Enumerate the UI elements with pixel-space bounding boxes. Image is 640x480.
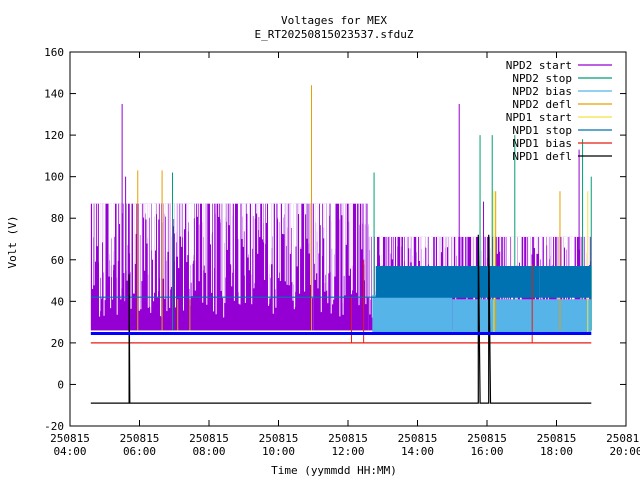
y-tick-label: 140 <box>44 88 64 101</box>
x-tick-label-date: 250815 <box>189 432 229 445</box>
series-line <box>90 234 592 404</box>
y-tick-label: 40 <box>51 295 64 308</box>
plot-area <box>90 85 592 404</box>
y-tick-label: 20 <box>51 337 64 350</box>
series-band <box>313 203 369 331</box>
x-tick-label-time: 10:00 <box>262 445 295 458</box>
x-tick-label-date: 250815 <box>328 432 368 445</box>
chart-title: Voltages for MEX <box>281 14 387 27</box>
x-tick-label-date: 250815 <box>467 432 507 445</box>
legend-label: NPD1 defl <box>512 150 572 163</box>
x-tick-label-time: 08:00 <box>192 445 225 458</box>
x-tick-label-time: 04:00 <box>53 445 86 458</box>
x-tick-label-date: 250815 <box>50 432 90 445</box>
y-tick-label: 80 <box>51 212 64 225</box>
x-tick-label-time: 20:00 <box>609 445 640 458</box>
series-npd2-stop <box>172 135 592 331</box>
x-tick-label-date: 250815 <box>398 432 438 445</box>
y-axis-label: Volt (V) <box>6 216 19 269</box>
legend-label: NPD1 start <box>506 111 572 124</box>
y-tick-label: 100 <box>44 171 64 184</box>
series-band <box>372 295 453 335</box>
y-tick-label: 160 <box>44 46 64 59</box>
legend-label: NPD2 defl <box>512 98 572 111</box>
chart-subtitle: E_RT20250815023537.sfduZ <box>255 28 414 41</box>
y-tick-label: 0 <box>57 378 64 391</box>
series-band <box>452 299 592 335</box>
series-npd1-stop <box>90 266 592 298</box>
legend-label: NPD2 bias <box>512 85 572 98</box>
x-tick-label-date: 250815 <box>120 432 160 445</box>
x-tick-label-time: 06:00 <box>123 445 156 458</box>
legend-label: NPD1 bias <box>512 137 572 150</box>
x-tick-label-date: 250815 <box>537 432 577 445</box>
y-tick-label: 120 <box>44 129 64 142</box>
legend-label: NPD2 start <box>506 59 572 72</box>
y-tick-label: -20 <box>44 420 64 433</box>
x-tick-label-time: 18:00 <box>540 445 573 458</box>
x-tick-label-time: 14:00 <box>401 445 434 458</box>
legend-label: NPD1 stop <box>512 124 572 137</box>
x-tick-label-date: 250815 <box>259 432 299 445</box>
series-npd1-bias <box>90 259 592 344</box>
series-npd1-defl <box>90 234 592 404</box>
x-tick-label-date: 250815 <box>606 432 640 445</box>
series-band <box>539 266 592 298</box>
series-npd2-bias <box>372 295 592 335</box>
y-tick-label: 60 <box>51 254 64 267</box>
series-band <box>375 266 540 298</box>
x-tick-label-time: 12:00 <box>331 445 364 458</box>
series-npd2-defl <box>137 85 561 331</box>
legend-label: NPD2 stop <box>512 72 572 85</box>
x-axis-label: Time (yymmdd HH:MM) <box>271 464 397 477</box>
x-tick-label-time: 16:00 <box>470 445 503 458</box>
axes: -2002040608010012014016025081504:0025081… <box>44 46 640 458</box>
